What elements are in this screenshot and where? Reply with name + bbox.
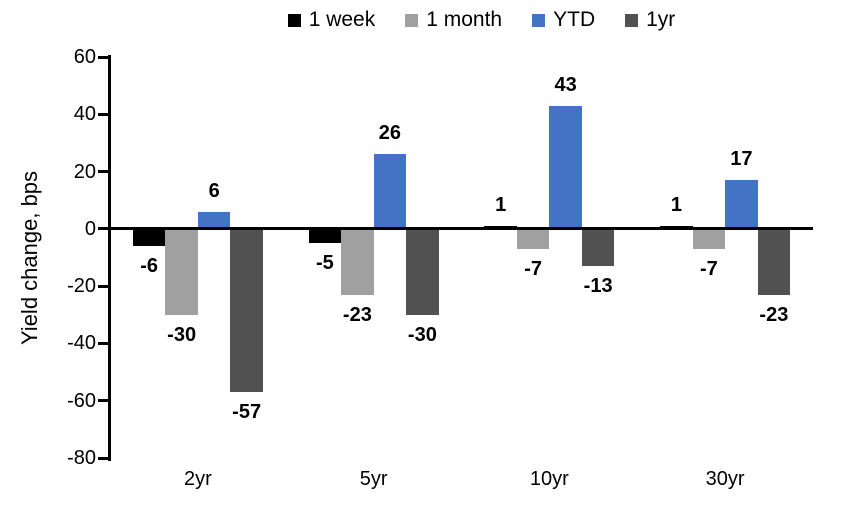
bar-value-label: 17 bbox=[730, 148, 753, 171]
plot-area: -6 -30 6 -57 -5 -23 26 -30 1 -7 43 -13 1 -7 17 -23 bbox=[110, 57, 813, 458]
bar-2yr-1-month bbox=[165, 228, 198, 315]
bar-5yr-1yr bbox=[406, 228, 439, 315]
bar-10yr-1yr bbox=[581, 228, 615, 267]
legend-label: 1yr bbox=[646, 8, 676, 31]
bar-value-label: 1 bbox=[495, 193, 507, 216]
y-tick-mark bbox=[98, 170, 110, 174]
y-axis-line bbox=[108, 55, 111, 461]
bar-value-label: -6 bbox=[140, 255, 159, 278]
bar-value-label: -13 bbox=[583, 275, 613, 298]
y-tick-label: -20 bbox=[67, 275, 96, 298]
bar-2yr-1-week bbox=[132, 228, 166, 247]
bar-value-label: -30 bbox=[167, 323, 197, 346]
y-tick-label: -80 bbox=[67, 447, 96, 469]
legend-swatch-icon bbox=[287, 13, 301, 27]
legend-swatch-icon bbox=[405, 13, 419, 27]
bar-5yr-YTD bbox=[373, 154, 407, 229]
bar-value-label: 6 bbox=[208, 179, 220, 202]
y-tick-mark bbox=[98, 399, 110, 403]
bar-value-label: 43 bbox=[554, 73, 577, 96]
y-tick-label: 0 bbox=[84, 217, 96, 240]
bar-10yr-YTD bbox=[549, 105, 582, 229]
bar-value-label: -23 bbox=[759, 303, 789, 326]
legend-label: 1 month bbox=[426, 8, 503, 31]
bar-5yr-1-week bbox=[308, 228, 342, 244]
bar-30yr-YTD bbox=[725, 180, 758, 229]
bar-value-label: -7 bbox=[699, 257, 718, 280]
legend-label: 1 week bbox=[308, 8, 376, 31]
bar-2yr-1yr bbox=[230, 228, 263, 393]
x-axis-label-2yr: 2yr bbox=[183, 468, 212, 490]
bar-30yr-1-month bbox=[692, 228, 726, 249]
legend-swatch-icon bbox=[625, 13, 639, 27]
y-tick-mark bbox=[98, 227, 110, 231]
bar-value-label: -7 bbox=[524, 257, 543, 280]
x-axis-label-30yr: 30yr bbox=[705, 468, 745, 490]
legend-item-YTD: YTD bbox=[532, 8, 595, 32]
y-tick-mark bbox=[98, 112, 110, 116]
y-tick-label: -60 bbox=[67, 389, 96, 412]
legend-item-1yr: 1yr bbox=[625, 8, 675, 32]
y-tick-mark bbox=[98, 456, 110, 460]
bar-5yr-1-month bbox=[341, 228, 374, 295]
bar-value-label: 26 bbox=[378, 122, 401, 145]
y-tick-mark bbox=[98, 284, 110, 288]
bar-value-label: -5 bbox=[315, 252, 334, 275]
legend-item-1-week: 1 week bbox=[287, 8, 376, 32]
bar-value-label: -23 bbox=[342, 303, 372, 326]
bar-2yr-YTD bbox=[197, 211, 231, 229]
y-axis-title: Yield change, bps bbox=[17, 170, 42, 346]
y-tick-label: 20 bbox=[73, 160, 96, 183]
y-tick-mark bbox=[98, 341, 110, 345]
chart-legend: 1 week 1 month YTD 1yr bbox=[130, 8, 833, 32]
zero-baseline bbox=[110, 227, 813, 231]
legend-item-1-month: 1 month bbox=[405, 8, 502, 32]
y-tick-label: 60 bbox=[73, 46, 96, 68]
legend-swatch-icon bbox=[532, 13, 546, 27]
bar-value-label: -30 bbox=[407, 323, 437, 346]
bar-30yr-1yr bbox=[757, 228, 791, 295]
y-tick-label: -40 bbox=[67, 332, 96, 355]
bar-10yr-1-month bbox=[516, 228, 550, 249]
x-axis-label-10yr: 10yr bbox=[529, 468, 569, 490]
bar-value-label: -57 bbox=[232, 401, 262, 424]
x-axis-label-5yr: 5yr bbox=[359, 468, 388, 490]
y-tick-mark bbox=[98, 55, 110, 59]
legend-label: YTD bbox=[553, 8, 596, 31]
bar-value-label: 1 bbox=[670, 193, 682, 216]
y-tick-label: 40 bbox=[73, 103, 96, 126]
